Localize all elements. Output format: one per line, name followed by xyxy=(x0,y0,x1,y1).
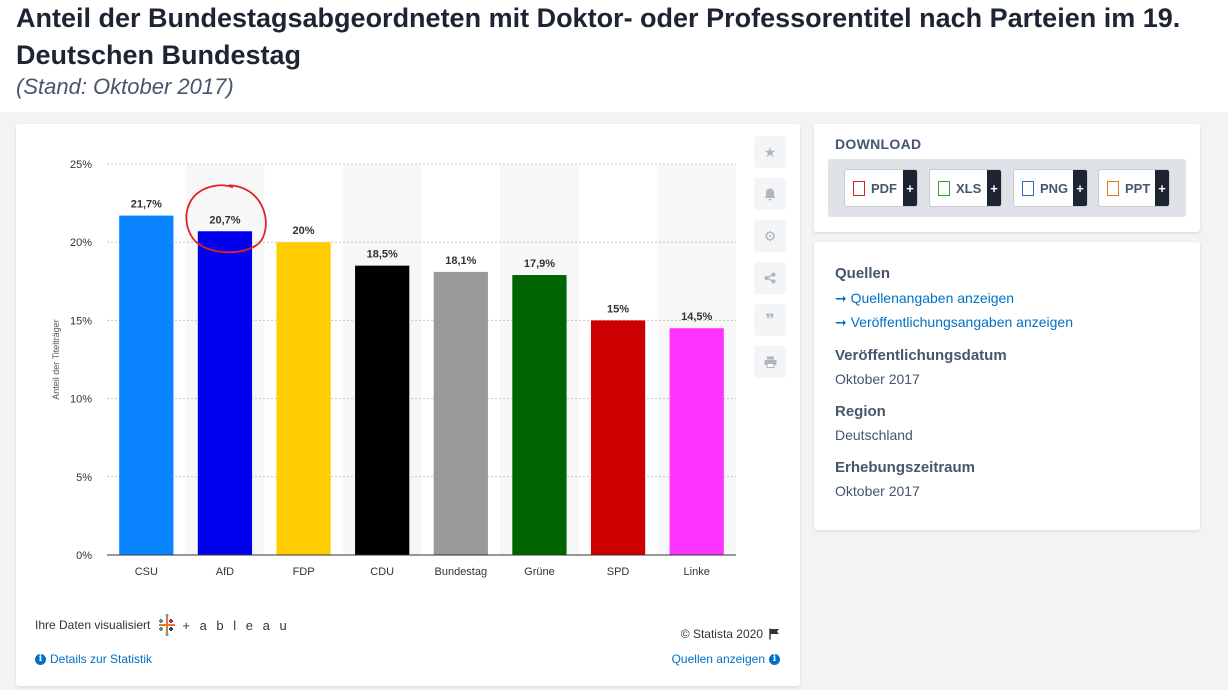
bell-icon[interactable] xyxy=(754,178,786,210)
download-pdf-label: PDF xyxy=(871,180,897,196)
sources-card: Quellen ➞ Quellenangaben anzeigen ➞ Verö… xyxy=(814,242,1200,530)
x-tick-label: Bundestag xyxy=(435,566,488,578)
data-label: 20% xyxy=(293,225,315,237)
highlight-circle xyxy=(185,184,267,254)
download-title: DOWNLOAD xyxy=(835,136,922,152)
tableau-attribution[interactable]: Ihre Daten visualisiert + a b l e a u xyxy=(35,614,290,636)
download-ppt-label: PPT xyxy=(1125,180,1151,196)
ppt-file-icon xyxy=(1107,180,1119,196)
info-icon: i xyxy=(35,653,46,665)
region-value: Deutschland xyxy=(835,427,913,443)
bar xyxy=(355,265,410,555)
data-label: 20,7% xyxy=(209,214,240,226)
chart-card: 0% 5% 10% 15% 20% 25% Anteil der Titelträger 21… xyxy=(16,124,800,686)
download-pdf-button[interactable]: PDF + xyxy=(844,169,918,207)
data-label: 15% xyxy=(607,303,629,315)
download-xls-label: XLS xyxy=(956,180,982,196)
share-icon[interactable] xyxy=(754,262,786,294)
x-tick-label: FDP xyxy=(293,566,315,578)
data-label: 21,7% xyxy=(131,199,162,211)
copyright-text: © Statista 2020 xyxy=(680,627,763,641)
gear-icon[interactable]: ⚙ xyxy=(754,220,786,252)
data-label: 18,1% xyxy=(445,255,476,267)
data-label: 18,5% xyxy=(367,249,398,261)
tableau-logo: + a b l e a u xyxy=(156,614,289,636)
download-bar: PDF + XLS + PNG + PPT + xyxy=(828,159,1186,217)
period-heading: Erhebungszeitraum xyxy=(835,459,976,476)
data-label: 14,5% xyxy=(681,311,712,323)
quote-icon[interactable]: ❞ xyxy=(754,304,786,336)
bar xyxy=(433,271,488,555)
x-tick-label: Linke xyxy=(684,566,710,578)
bar xyxy=(669,328,724,555)
y-tick-label: 10% xyxy=(70,394,92,406)
tableau-text: Ihre Daten visualisiert xyxy=(35,618,151,632)
y-tick-label: 0% xyxy=(76,550,92,562)
y-tick-label: 20% xyxy=(70,237,92,249)
period-value: Oktober 2017 xyxy=(835,483,920,499)
bar xyxy=(276,242,331,555)
xls-file-icon xyxy=(938,180,950,196)
x-tick-label: SPD xyxy=(607,566,630,578)
bar xyxy=(197,231,253,555)
veroeffentlichungsangaben-link[interactable]: ➞ Veröffentlichungsangaben anzeigen xyxy=(835,314,1073,330)
download-xls-button[interactable]: XLS + xyxy=(929,169,1002,207)
bar xyxy=(590,320,646,555)
pdf-file-icon xyxy=(853,180,865,196)
plus-icon: + xyxy=(1155,170,1169,206)
download-ppt-button[interactable]: PPT + xyxy=(1098,169,1170,207)
download-card: DOWNLOAD PDF + XLS + PNG + PPT + xyxy=(814,124,1200,232)
page-title: Anteil der Bundestagsabgeordneten mit Do… xyxy=(16,0,1216,74)
plus-icon: + xyxy=(987,170,1001,206)
details-link-text: Details zur Statistik xyxy=(50,652,153,666)
pub-date-heading: Veröffentlichungsdatum xyxy=(835,347,1007,364)
data-label: 17,9% xyxy=(524,258,555,270)
y-axis-label: Anteil der Titelträger xyxy=(51,319,61,400)
flag-icon xyxy=(769,628,779,640)
details-link[interactable]: i Details zur Statistik xyxy=(35,652,152,666)
download-png-button[interactable]: PNG + xyxy=(1013,169,1088,207)
x-tick-label: CSU xyxy=(135,566,158,578)
tableau-cross-icon xyxy=(159,614,176,636)
y-tick-label: 15% xyxy=(70,315,92,327)
x-tick-label: Grüne xyxy=(524,566,555,578)
sources-link[interactable]: Quellen anzeigen i xyxy=(672,652,780,666)
x-tick-label: CDU xyxy=(370,566,394,578)
copyright: © Statista 2020 xyxy=(681,627,780,641)
tableau-brand: + a b l e a u xyxy=(182,617,290,633)
quellenangaben-link[interactable]: ➞ Quellenangaben anzeigen xyxy=(835,290,1015,306)
bar xyxy=(512,275,567,555)
png-file-icon xyxy=(1022,180,1034,196)
y-tick-label: 25% xyxy=(70,159,92,171)
quellen-heading: Quellen xyxy=(835,265,891,282)
bar-chart: 0% 5% 10% 15% 20% 25% Anteil der Titelträger 21… xyxy=(51,159,736,578)
star-icon[interactable]: ★ xyxy=(754,136,786,168)
info-icon: i xyxy=(769,653,780,665)
y-tick-label: 5% xyxy=(76,472,92,484)
download-png-label: PNG xyxy=(1040,180,1069,196)
page-subtitle: (Stand: Oktober 2017) xyxy=(16,74,234,100)
region-heading: Region xyxy=(835,403,886,420)
bar xyxy=(119,215,174,555)
print-icon[interactable] xyxy=(754,346,786,378)
plus-icon: + xyxy=(903,170,917,206)
sources-link-text: Quellen anzeigen xyxy=(671,652,765,666)
x-tick-label: AfD xyxy=(216,566,234,578)
plus-icon: + xyxy=(1073,170,1087,206)
pub-date-value: Oktober 2017 xyxy=(835,371,920,387)
